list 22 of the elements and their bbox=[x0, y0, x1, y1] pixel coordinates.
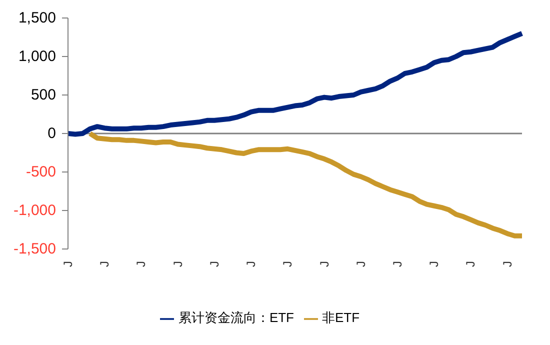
x-tick-label: J bbox=[170, 261, 185, 267]
x-tick-label: J bbox=[427, 261, 442, 267]
x-tick-label: J bbox=[390, 261, 405, 267]
y-tick-label: -1,500 bbox=[13, 240, 56, 258]
x-tick-label: J bbox=[317, 261, 332, 267]
y-tick-label: 0 bbox=[48, 125, 56, 142]
y-tick-label: 500 bbox=[30, 86, 56, 104]
x-tick-label: J bbox=[464, 261, 478, 267]
legend-label: 非ETF bbox=[322, 310, 360, 325]
x-tick-label: J bbox=[500, 261, 514, 267]
y-tick-label: -1,000 bbox=[13, 202, 56, 219]
x-tick-label: J bbox=[61, 261, 75, 267]
y-tick-label: 1,500 bbox=[18, 10, 56, 26]
x-tick-label: J bbox=[354, 261, 368, 267]
x-tick-label: J bbox=[280, 261, 295, 267]
x-tick-label: J bbox=[244, 261, 258, 267]
x-tick-label: J bbox=[134, 261, 148, 267]
x-tick-label: J bbox=[207, 261, 222, 267]
y-tick-label: 1,000 bbox=[18, 48, 56, 65]
legend-label: 累计资金流向：ETF bbox=[178, 310, 294, 325]
y-tick-label: -500 bbox=[26, 164, 56, 180]
x-tick-label: J bbox=[98, 261, 112, 267]
